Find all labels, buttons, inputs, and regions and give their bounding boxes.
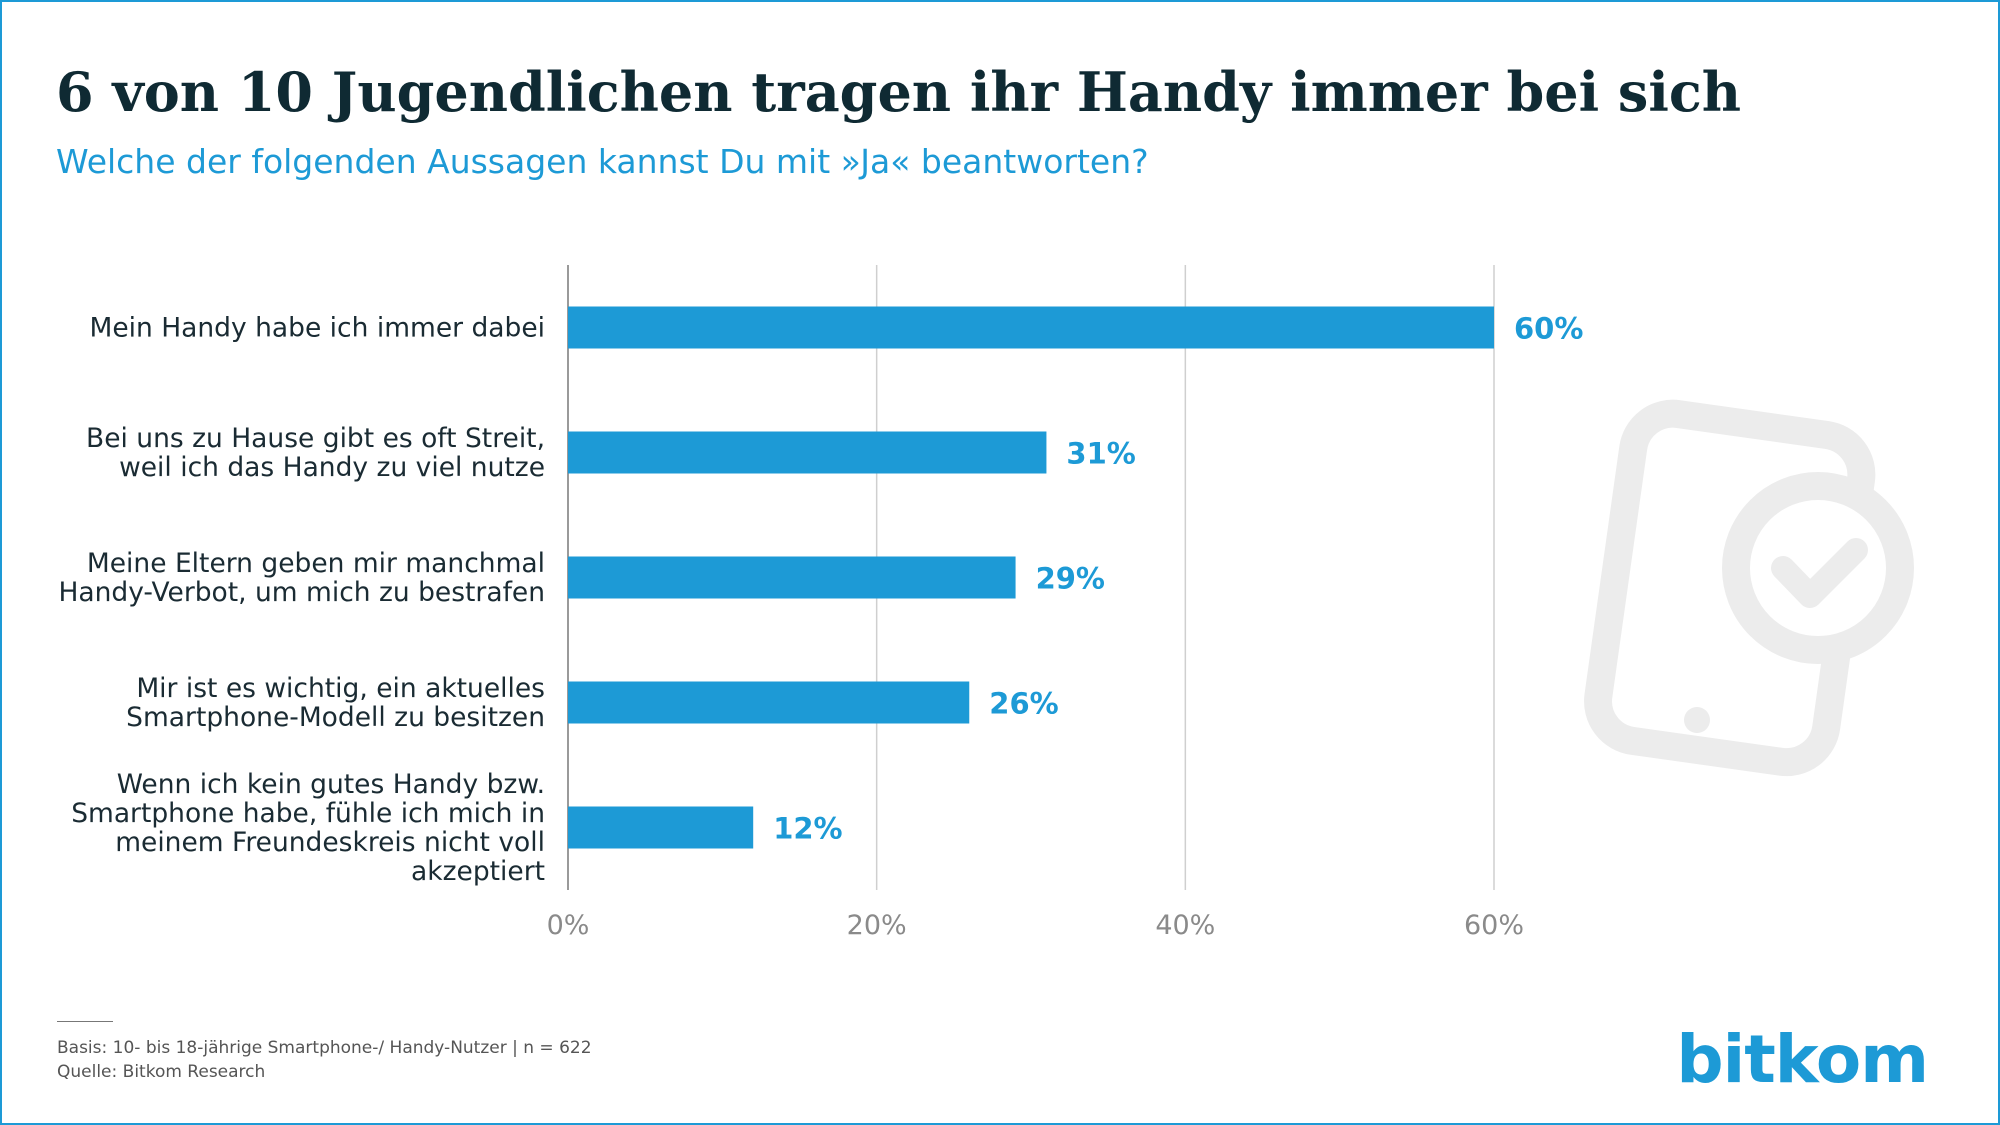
chart-title: 6 von 10 Jugendlichen tragen ihr Handy i… [56, 60, 1741, 124]
category-label: Meine Eltern geben mir manchmal Handy-Ver… [58, 548, 545, 608]
bar [568, 306, 1494, 349]
footnote-basis: Basis: 10- bis 18-jährige Smartphone-/ H… [57, 1038, 592, 1058]
x-tick-label: 0% [547, 910, 590, 941]
category-label: Wenn ich kein gutes Handy bzw. Smartphone… [71, 769, 545, 887]
category-label: Bei uns zu Hause gibt es oft Streit, weil… [86, 423, 545, 483]
chart-subtitle: Welche der folgenden Aussagen kannst Du … [56, 142, 1149, 181]
bitkom-logo: bitkom [1676, 1021, 1929, 1098]
x-tick-label: 60% [1464, 910, 1524, 941]
x-tick-label: 20% [847, 910, 907, 941]
smartphone-check-icon [1584, 399, 1914, 777]
bar [568, 681, 970, 724]
x-tick-label: 40% [1155, 910, 1215, 941]
category-label: Mir ist es wichtig, ein aktuelles Smartph… [126, 673, 545, 733]
bar [568, 431, 1047, 474]
bar [568, 806, 754, 849]
bar [568, 556, 1016, 599]
bars [568, 306, 1494, 849]
category-labels: Mein Handy habe ich immer dabei Bei uns z… [58, 313, 545, 888]
data-label: 60% [1514, 312, 1583, 346]
value-labels: 60% 31% 29% 26% 12% [773, 312, 1583, 846]
data-label: 26% [989, 687, 1058, 721]
data-label: 31% [1066, 437, 1135, 471]
footnote-source: Quelle: Bitkom Research [57, 1062, 266, 1082]
data-label: 12% [773, 812, 842, 846]
category-label: Mein Handy habe ich immer dabei [89, 313, 545, 344]
x-axis-ticks: 0% 20% 40% 60% [547, 910, 1524, 941]
data-label: 29% [1036, 562, 1105, 596]
footnote-rule [57, 1021, 113, 1022]
